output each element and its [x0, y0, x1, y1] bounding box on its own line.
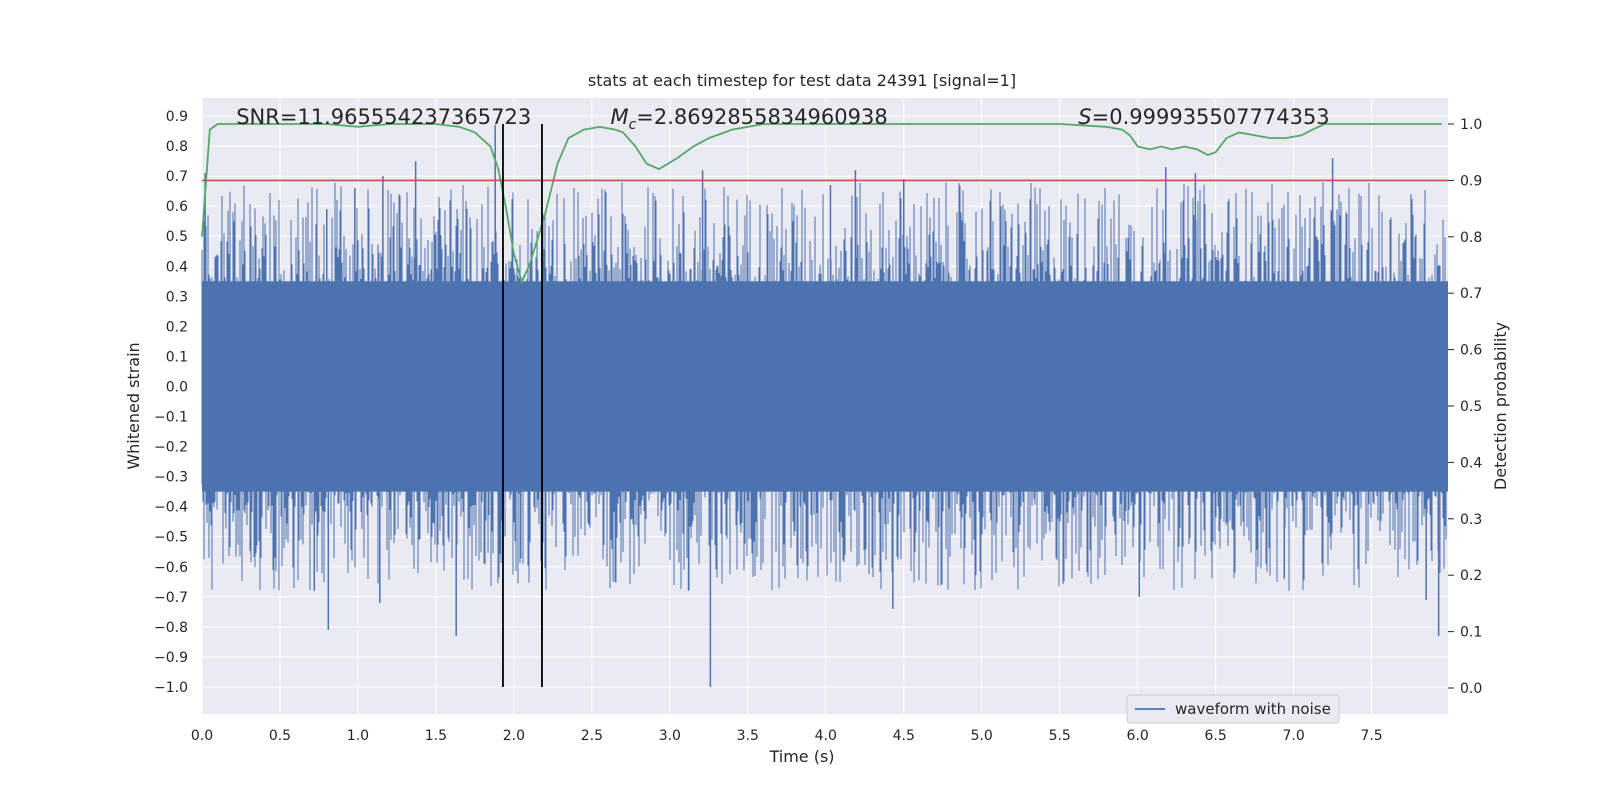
x-tick-label: 5.5 [1049, 728, 1071, 744]
legend: waveform with noise [1126, 694, 1340, 724]
x-tick-label: 5.0 [971, 728, 993, 744]
y-left-tick-label: 0.4 [166, 259, 188, 275]
legend-label: waveform with noise [1175, 700, 1331, 718]
x-tick-label: 4.0 [815, 728, 837, 744]
y-left-tick-label: 0.8 [166, 139, 188, 155]
x-tick-label: 7.5 [1360, 728, 1382, 744]
y-left-tick-label: −0.8 [154, 620, 188, 636]
annotation-mc: Mc=2.8692855834960938 [610, 105, 887, 133]
annotation-spin: S=0.999935507774353 [1078, 105, 1329, 129]
legend-box [1126, 694, 1340, 724]
y-left-tick-label: 0.2 [166, 319, 188, 335]
y-left-tick-label: 0.9 [166, 109, 188, 125]
y-right-tick-label: 0.2 [1460, 568, 1482, 584]
x-tick-label: 0.5 [269, 728, 291, 744]
y-left-tick-label: 0.5 [166, 229, 188, 245]
x-tick-label: 6.5 [1205, 728, 1227, 744]
x-tick-label: 2.5 [581, 728, 603, 744]
x-tick-label: 1.5 [425, 728, 447, 744]
y-right-tick-label: 0.1 [1460, 625, 1482, 641]
y-right-tick-label: 0.8 [1460, 230, 1482, 246]
y-left-tick-label: −0.3 [154, 470, 188, 486]
y-axis-left-label: Whitened strain [124, 342, 143, 469]
y-left-tick-label: 0.6 [166, 199, 188, 215]
y-left-tick-label: 0.3 [166, 289, 188, 305]
x-tick-label: 4.5 [893, 728, 915, 744]
y-axis-right-label: Detection probability [1491, 322, 1510, 490]
stat-annotations: SNR=11.965554237365723 Mc=2.8692855834960… [236, 105, 1329, 133]
x-axis-label: Time (s) [768, 747, 834, 766]
x-tick-label: 3.5 [737, 728, 759, 744]
y-left-tick-label: 0.7 [166, 169, 188, 185]
detection-probability-line [201, 123, 1442, 285]
chart-title: stats at each timestep for test data 243… [588, 71, 1016, 90]
y-left-tick-label: −0.5 [154, 530, 188, 546]
y-left-tick-label: −0.9 [154, 650, 188, 666]
y-left-tick-label: −0.4 [154, 500, 188, 516]
y-left-tick-label: −0.6 [154, 560, 188, 576]
x-tick-label: 1.0 [347, 728, 369, 744]
y-right-tick-label: 0.4 [1460, 455, 1482, 471]
annotation-snr: SNR=11.965554237365723 [236, 105, 531, 129]
y-left-tick-label: 0.1 [166, 349, 188, 365]
x-tick-label: 6.0 [1127, 728, 1149, 744]
y-right-tick-label: 0.9 [1460, 173, 1482, 189]
y-left-tick-label: −0.1 [154, 410, 188, 426]
waveform-series [201, 125, 1448, 687]
overlay-lines [202, 124, 1448, 687]
y-left-tick-label: 0.0 [166, 379, 188, 395]
x-tick-label: 0.0 [191, 728, 213, 744]
axis-ticks: 0.0 0.5 1.0 1.5 2.0 2.5 3.0 3.5 4.0 4.5 5.0 5.5 6.0 6… [154, 109, 1482, 744]
x-tick-label: 7.0 [1282, 728, 1304, 744]
y-right-tick-label: 0.6 [1460, 343, 1482, 359]
y-left-tick-label: −0.7 [154, 590, 188, 606]
y-right-tick-label: 0.5 [1460, 399, 1482, 415]
y-left-tick-label: −0.2 [154, 440, 188, 456]
x-tick-label: 3.0 [659, 728, 681, 744]
y-right-tick-label: 0.0 [1460, 681, 1482, 697]
detection-probability-series [201, 123, 1442, 285]
y-left-tick-label: −1.0 [154, 680, 188, 696]
x-tick-label: 2.0 [503, 728, 525, 744]
y-right-tick-label: 1.0 [1460, 117, 1482, 133]
y-right-tick-label: 0.7 [1460, 286, 1482, 302]
y-right-tick-label: 0.3 [1460, 512, 1482, 528]
